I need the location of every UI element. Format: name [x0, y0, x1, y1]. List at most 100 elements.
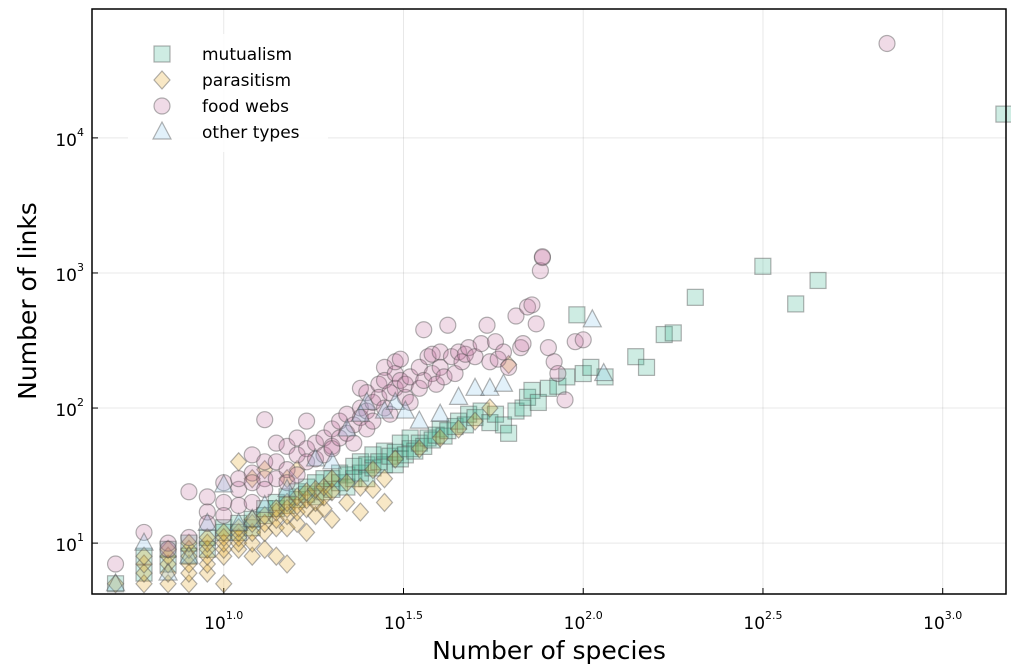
- parasitism-point: [180, 539, 198, 560]
- parasitism-point: [288, 513, 306, 534]
- parasitism-point: [288, 502, 306, 522]
- y-tick-base: 10: [55, 266, 77, 286]
- mutualism-point: [446, 417, 464, 436]
- other-types-point: [479, 377, 500, 396]
- parasitism-point: [135, 546, 153, 567]
- food-webs-point: [545, 353, 563, 371]
- parasitism-point: [297, 489, 316, 510]
- food-webs-point: [472, 334, 490, 353]
- legend-marker-food-webs: [153, 97, 171, 115]
- mutualism-point: [396, 446, 414, 464]
- parasitism-point: [351, 502, 370, 522]
- x-tick-base: 10: [384, 614, 406, 634]
- mutualism-point: [655, 325, 673, 344]
- parasitism-point: [364, 479, 382, 500]
- mutualism-point: [370, 453, 388, 471]
- parasitism-point: [214, 522, 233, 543]
- parasitism-point: [214, 539, 233, 560]
- food-webs-point: [306, 450, 325, 468]
- x-tick-label: 103.0: [923, 609, 962, 634]
- mutualism-point: [297, 478, 316, 496]
- legend-label: food webs: [202, 97, 289, 117]
- mutualism-point: [754, 257, 772, 275]
- food-webs-point: [533, 248, 552, 266]
- food-webs-point: [106, 555, 125, 573]
- x-tick-exponent: 3.0: [945, 609, 963, 622]
- y-axis-title: Number of links: [13, 202, 42, 400]
- food-webs-point: [401, 368, 419, 386]
- mutualism-point: [315, 483, 333, 501]
- parasitism-point: [315, 477, 333, 497]
- mutualism-point: [159, 540, 177, 558]
- x-tick-exponent: 2.5: [765, 609, 783, 622]
- food-webs-point: [358, 420, 376, 438]
- mutualism-point: [401, 440, 419, 458]
- y-tick-label: 104: [55, 126, 84, 151]
- food-webs-point: [243, 464, 261, 482]
- food-webs-point: [256, 453, 274, 471]
- food-webs-point: [442, 348, 461, 366]
- y-tick-label: 103: [55, 261, 84, 286]
- mutualism-point: [345, 457, 363, 475]
- mutualism-point: [358, 470, 376, 488]
- series-mutualism: [106, 105, 1011, 593]
- parasitism-point: [243, 513, 262, 534]
- y-tick-base: 10: [55, 401, 77, 421]
- parasitism-point: [198, 563, 217, 583]
- mutualism-point: [472, 402, 490, 420]
- food-webs-point: [159, 534, 177, 552]
- parasitism-point: [255, 459, 274, 480]
- parasitism-point: [375, 468, 394, 489]
- food-webs-point: [358, 384, 376, 402]
- food-webs-point: [243, 493, 261, 512]
- food-webs-point: [230, 496, 248, 515]
- mutualism-point: [486, 405, 505, 423]
- food-webs-point: [499, 358, 518, 376]
- parasitism-point: [481, 398, 499, 418]
- series-other-types: [105, 308, 614, 592]
- mutualism-point: [558, 368, 576, 386]
- parasitism-point: [159, 563, 177, 583]
- parasitism-point: [229, 539, 248, 560]
- food-webs-point: [297, 453, 316, 471]
- parasitism-point: [306, 479, 325, 500]
- parasitism-point: [315, 486, 333, 507]
- food-webs-point: [375, 358, 394, 376]
- food-webs-point: [370, 388, 388, 406]
- parasitism-point: [135, 554, 153, 574]
- parasitism-point: [180, 563, 198, 583]
- parasitism-point: [198, 546, 217, 567]
- food-webs-point: [180, 483, 198, 501]
- parasitism-point: [267, 502, 286, 522]
- series-parasitism: [106, 354, 518, 594]
- other-types-point: [448, 386, 469, 405]
- mutualism-point: [338, 466, 356, 484]
- mutualism-point: [686, 288, 704, 306]
- food-webs-point: [288, 466, 306, 484]
- parasitism-point: [198, 533, 217, 554]
- parasitism-point: [278, 505, 296, 526]
- mutualism-point: [278, 496, 296, 515]
- food-webs-point: [198, 503, 216, 521]
- y-tick-exponent: 2: [77, 396, 84, 409]
- food-webs-point: [297, 440, 316, 458]
- mutualism-point: [596, 368, 614, 386]
- parasitism-point: [198, 539, 217, 560]
- data-points: [105, 34, 1011, 594]
- mutualism-point: [574, 364, 592, 383]
- food-webs-point: [386, 353, 404, 371]
- parasitism-point: [229, 451, 248, 472]
- mutualism-point: [180, 534, 198, 552]
- food-webs-point: [215, 506, 233, 525]
- y-tick-exponent: 4: [77, 126, 84, 139]
- mutualism-point: [306, 488, 325, 506]
- parasitism-point: [243, 509, 262, 530]
- x-tick-base: 10: [923, 614, 945, 634]
- mutualism-point: [523, 381, 541, 400]
- food-webs-point: [315, 429, 333, 447]
- food-webs-point: [489, 350, 507, 368]
- food-webs-point: [431, 343, 449, 361]
- food-webs-point: [375, 399, 394, 417]
- parasitism-point: [499, 354, 518, 375]
- mutualism-point: [230, 514, 248, 532]
